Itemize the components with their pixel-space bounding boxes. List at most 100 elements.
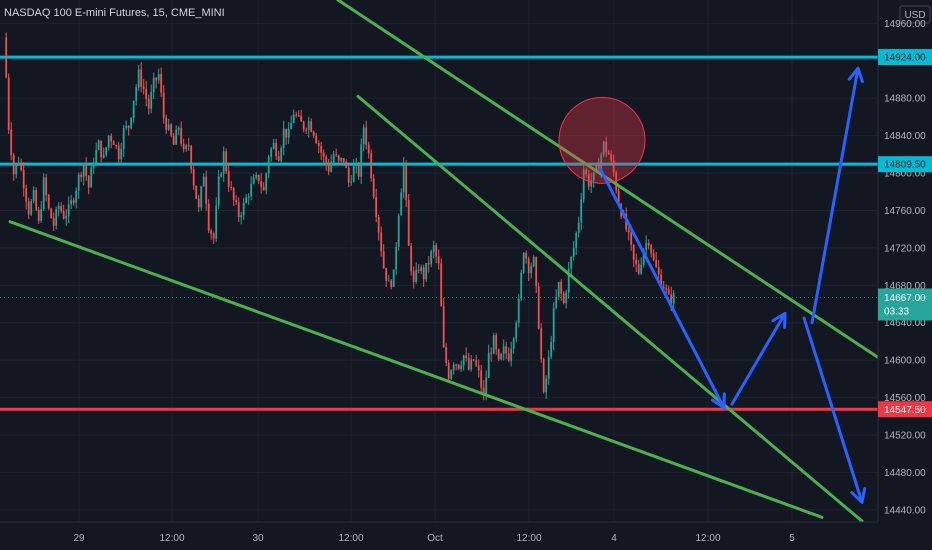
candle-body — [420, 267, 423, 271]
candle-body — [17, 162, 20, 164]
price-tick-label: 14680.00 — [884, 281, 926, 292]
highlight-circle — [558, 96, 646, 184]
candle-body — [565, 292, 568, 304]
candle-body — [312, 131, 315, 136]
candle-body — [162, 92, 165, 118]
candle-body — [617, 190, 620, 205]
projection-arrow-up-2 — [810, 66, 864, 325]
candle-body — [212, 233, 215, 239]
grid — [0, 0, 878, 522]
candle-body — [440, 263, 443, 307]
candle-body — [405, 162, 408, 200]
candle-body — [437, 256, 440, 264]
candle-body — [612, 160, 615, 173]
candle-body — [550, 342, 553, 357]
candle-body — [90, 167, 93, 188]
candle-body — [65, 215, 68, 219]
candle-body — [95, 149, 98, 164]
candle-body — [25, 188, 28, 202]
candle-body — [257, 174, 260, 182]
resistance-lower-tag-value: 14809.50 — [884, 160, 926, 171]
candle-body — [142, 86, 145, 89]
candle-body — [535, 257, 538, 287]
channel-bottom-line — [8, 220, 824, 519]
candle-body — [567, 268, 570, 293]
candle-body — [492, 335, 495, 354]
candle-body — [322, 152, 325, 157]
candle-body — [382, 251, 385, 268]
candle-body — [245, 197, 248, 203]
candle-body — [375, 197, 378, 217]
time-tick-label: 29 — [73, 533, 85, 544]
arrow-shaft — [598, 166, 726, 410]
time-axis[interactable]: 29 12:00 30 12:00 Oct 12:00 4 12:00 5 — [0, 521, 932, 550]
candle-body — [80, 174, 83, 178]
candle-body — [575, 233, 578, 248]
candle-body — [512, 338, 515, 349]
candle-body — [217, 176, 220, 206]
time-tick-label: Oct — [427, 533, 443, 544]
price-tick-label: 14480.00 — [884, 468, 926, 479]
arrow-shaft — [802, 316, 864, 504]
candle-body — [520, 272, 523, 299]
arrow-head — [771, 311, 787, 329]
candle-body — [297, 115, 300, 117]
time-tick-label: 12:00 — [338, 533, 363, 544]
candle-body — [450, 370, 453, 379]
candle-body — [152, 77, 155, 93]
price-tick-label: 14880.00 — [884, 94, 926, 105]
candle-body — [392, 269, 395, 287]
candle-body — [232, 187, 235, 201]
candle-body — [302, 121, 305, 130]
candle-body — [287, 129, 290, 138]
candle-body — [207, 203, 210, 231]
candle-body — [347, 167, 350, 183]
candle-body — [140, 69, 143, 87]
candle-body — [402, 162, 405, 193]
candle-body — [330, 161, 333, 172]
candle-body — [155, 77, 158, 81]
candle-body — [637, 264, 640, 274]
candle-body — [282, 128, 285, 149]
candle-body — [317, 143, 320, 147]
candle-body — [75, 190, 78, 203]
candle-body — [50, 208, 53, 219]
candle-body — [480, 370, 483, 388]
candle-body — [127, 125, 130, 129]
candle-body — [222, 151, 225, 174]
candle-body — [200, 186, 203, 208]
candle-body — [135, 87, 138, 101]
candle-body — [77, 174, 80, 191]
candle-body — [432, 245, 435, 252]
projection-arrow-up-1 — [730, 311, 787, 406]
candle-body — [652, 253, 655, 260]
candle-body — [522, 252, 525, 273]
candle-body — [350, 181, 353, 183]
current-price-tag — [878, 288, 932, 321]
candle-body — [145, 88, 148, 99]
candle-body — [635, 259, 638, 265]
candle-body — [370, 153, 373, 179]
candle-body — [172, 135, 175, 145]
candle-body — [475, 360, 478, 366]
candle-body — [472, 359, 475, 361]
candle-body — [147, 98, 150, 109]
candle-body — [35, 190, 38, 210]
candle-body — [407, 199, 410, 246]
candles — [5, 32, 675, 401]
price-axis-bg — [878, 0, 932, 550]
candle-body — [12, 155, 15, 175]
candle-body — [672, 293, 675, 304]
candle-body — [357, 164, 360, 177]
candle-body — [102, 154, 105, 158]
candle-body — [542, 359, 545, 393]
candle-body — [250, 183, 253, 197]
candle-body — [167, 124, 170, 130]
candle-body — [107, 135, 110, 148]
candle-body — [400, 192, 403, 216]
time-axis-bg — [0, 522, 932, 550]
candle-body — [630, 232, 633, 245]
candle-body — [395, 246, 398, 270]
